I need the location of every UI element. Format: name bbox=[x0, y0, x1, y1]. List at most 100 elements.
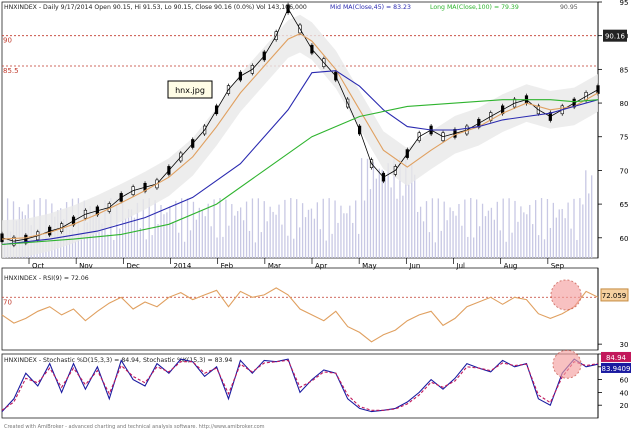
volume-bar bbox=[145, 239, 147, 258]
volume-bar bbox=[172, 221, 174, 258]
volume-bar bbox=[316, 202, 318, 258]
volume-bar bbox=[576, 239, 578, 258]
volume-bar bbox=[237, 211, 239, 258]
volume-bar bbox=[546, 199, 549, 258]
volume-bar bbox=[352, 222, 354, 258]
volume-bar bbox=[402, 195, 404, 258]
volume-bar bbox=[310, 208, 313, 258]
volume-bar bbox=[198, 207, 200, 258]
volume-bar bbox=[369, 189, 372, 258]
volume-bar bbox=[502, 198, 504, 258]
volume-bar bbox=[231, 204, 233, 258]
rsi-ref-label: 70 bbox=[3, 298, 12, 306]
volume-bar bbox=[399, 158, 401, 258]
volume-bar bbox=[222, 236, 224, 258]
volume-bar bbox=[499, 230, 501, 258]
volume-bar bbox=[514, 200, 516, 258]
volume-bar bbox=[319, 229, 321, 258]
volume-bar bbox=[337, 222, 339, 258]
volume-bar bbox=[240, 207, 242, 258]
volume-bar bbox=[299, 227, 301, 258]
volume-bar bbox=[476, 199, 478, 258]
volume-bar bbox=[582, 204, 584, 258]
stoch-d-badge bbox=[601, 351, 631, 362]
volume-bar bbox=[322, 198, 324, 258]
rsi-y-tick-label: 30 bbox=[620, 341, 629, 349]
stochastic-y-tick-label: 20 bbox=[620, 402, 629, 410]
volume-bar bbox=[549, 227, 552, 258]
volume-bar bbox=[80, 233, 82, 258]
month-label: Dec bbox=[126, 262, 140, 270]
volume-bar bbox=[107, 234, 109, 258]
month-label: Jun bbox=[408, 262, 420, 270]
stochastic-y-tick-label: 60 bbox=[620, 377, 629, 385]
price-panel: 60657075808590959085.5OctNovDec2014FebMa… bbox=[0, 0, 629, 270]
volume-bar bbox=[201, 210, 203, 258]
last-value-text: 90.16 bbox=[605, 33, 626, 41]
volume-bar bbox=[119, 228, 121, 258]
volume-bar bbox=[192, 201, 195, 258]
volume-bar bbox=[139, 228, 141, 258]
volume-bar bbox=[225, 199, 227, 258]
volume-bar bbox=[160, 204, 162, 258]
rsi-header: HNXINDEX - RSI(9) = 72.06 bbox=[4, 275, 89, 282]
volume-bar bbox=[558, 209, 560, 258]
volume-bar bbox=[511, 232, 513, 258]
price-ref-label: 90 bbox=[3, 37, 12, 45]
volume-bar bbox=[166, 212, 168, 258]
volume-bar bbox=[181, 198, 183, 258]
month-label: 2014 bbox=[174, 262, 192, 270]
footer-credit: Created with AmiBroker - advanced charti… bbox=[4, 424, 265, 430]
volume-bar bbox=[470, 198, 472, 258]
volume-bar bbox=[331, 233, 333, 258]
volume-bar bbox=[378, 168, 380, 258]
volume-bar bbox=[183, 241, 186, 258]
volume-bar bbox=[307, 209, 310, 258]
last-value-badge bbox=[603, 29, 627, 42]
volume-bar bbox=[195, 219, 198, 258]
rsi-panel: 30 70 HNXINDEX - RSI(9) = 72.06 72.059 bbox=[1, 267, 629, 351]
series-line-close bbox=[1, 7, 599, 242]
volume-bar bbox=[443, 201, 445, 258]
volume-bar bbox=[561, 208, 563, 258]
volume-bar bbox=[228, 225, 230, 258]
volume-bar bbox=[213, 199, 215, 258]
volume-bar bbox=[204, 216, 206, 258]
volume-bar bbox=[325, 240, 327, 258]
volume-bar bbox=[296, 199, 298, 258]
volume-bar bbox=[440, 230, 442, 258]
volume-bar bbox=[458, 204, 460, 258]
volume-bar bbox=[304, 217, 307, 258]
volume-bar bbox=[464, 199, 466, 258]
volume-bar bbox=[251, 198, 254, 258]
volume-bar bbox=[417, 211, 419, 258]
volume-bar bbox=[449, 207, 451, 258]
month-label: Nov bbox=[79, 262, 93, 270]
volume-bar bbox=[537, 235, 540, 258]
volume-bar bbox=[346, 213, 348, 258]
volume-bar bbox=[372, 162, 375, 258]
stoch-k-badge bbox=[601, 362, 631, 373]
price-y-tick-label: 60 bbox=[620, 235, 629, 243]
price-y-tick-label: 85 bbox=[620, 66, 629, 74]
volume-bar bbox=[523, 212, 525, 258]
volume-bar bbox=[284, 199, 286, 258]
volume-bar bbox=[210, 226, 212, 258]
volume-bar bbox=[278, 204, 280, 258]
volume-bar bbox=[343, 213, 345, 258]
volume-bar bbox=[588, 193, 590, 258]
volume-bar bbox=[505, 241, 507, 258]
month-label: Sep bbox=[551, 262, 565, 270]
month-label: Feb bbox=[221, 262, 234, 270]
volume-bar bbox=[452, 211, 454, 258]
volume-bar bbox=[130, 209, 133, 258]
series-line-stoch_d bbox=[1, 359, 599, 411]
series-line-long_ma bbox=[1, 99, 599, 246]
volume-bar bbox=[178, 232, 180, 258]
volume-bar bbox=[157, 224, 159, 258]
volume-bar bbox=[414, 174, 416, 258]
volume-bar bbox=[242, 220, 245, 258]
volume-bar bbox=[74, 241, 77, 258]
volume-bar bbox=[375, 178, 377, 258]
